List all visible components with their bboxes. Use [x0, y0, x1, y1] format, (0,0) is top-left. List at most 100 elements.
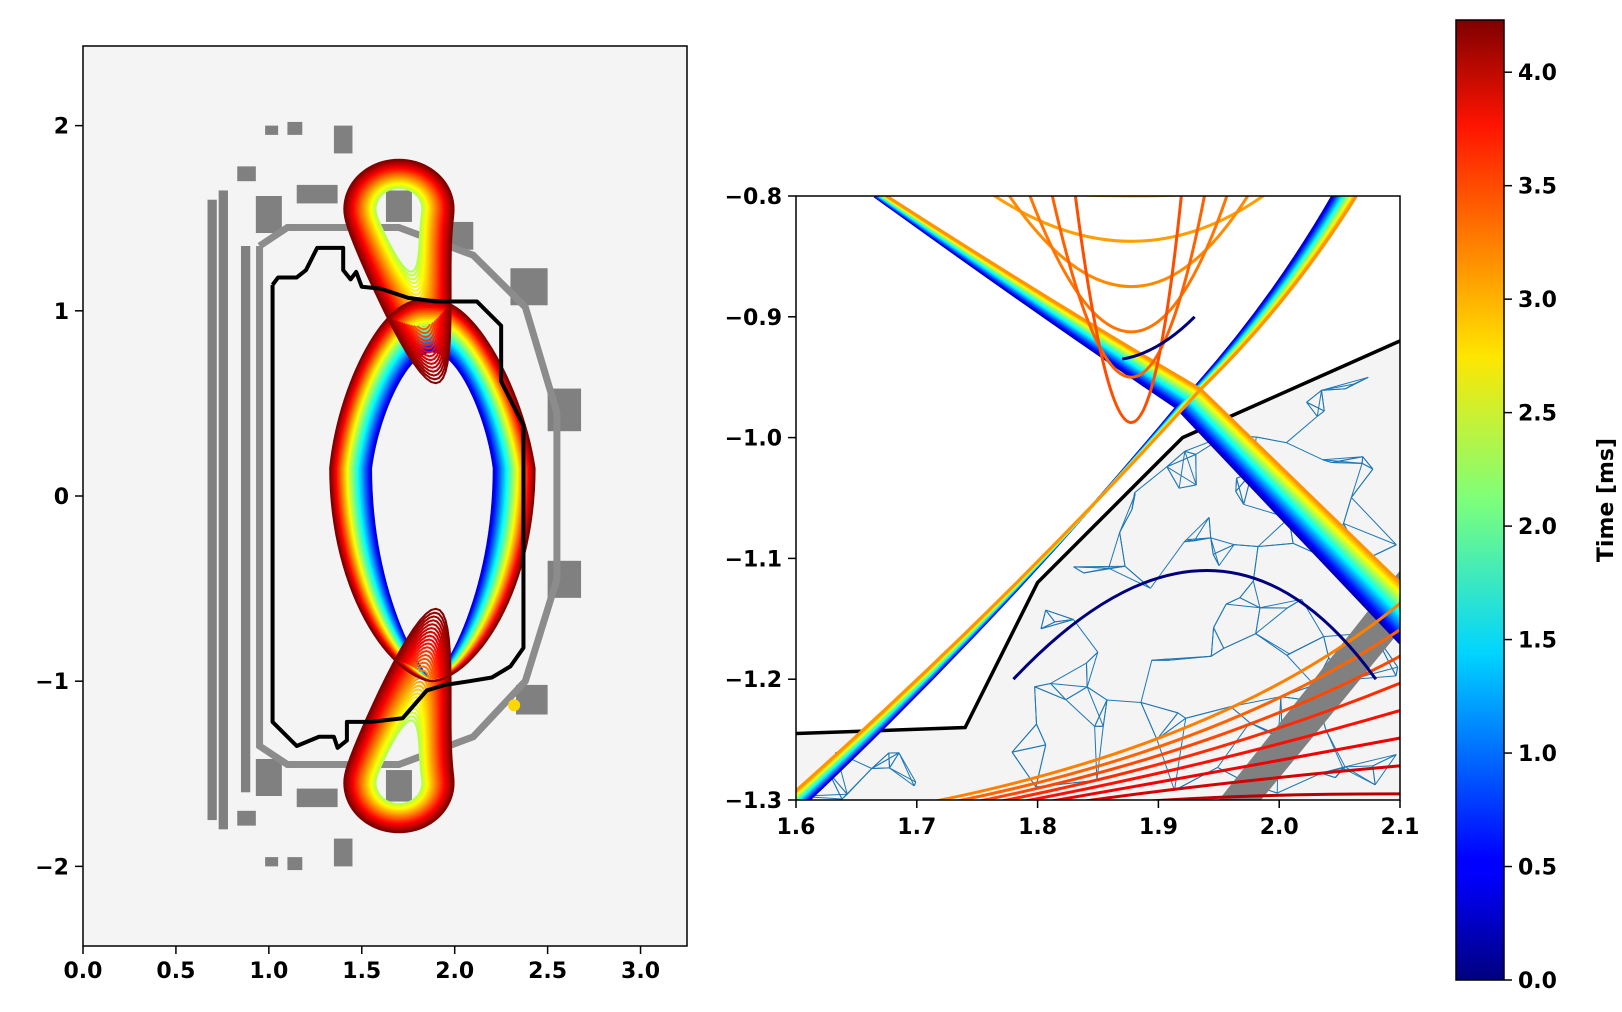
- mesh-edge: [1140, 702, 1158, 740]
- mesh-edge: [1257, 517, 1290, 547]
- mesh-edge: [1306, 389, 1322, 403]
- colorbar-tick-label: 1.5: [1518, 629, 1557, 654]
- coil: [207, 199, 217, 821]
- mesh-edge: [1065, 686, 1088, 701]
- mesh-edge: [846, 768, 873, 795]
- coil: [240, 246, 251, 793]
- coil: [255, 196, 282, 234]
- xpoint-leg: [796, 388, 1202, 793]
- colorbar-ticks: 0.0 0.5 1.0 1.5 2.0 2.5 3.0 3.5 4.0: [1504, 61, 1557, 994]
- mesh-edge: [1011, 751, 1037, 788]
- right-ytick-label: −1.3: [725, 789, 782, 814]
- mesh-edge: [1255, 633, 1288, 656]
- coil: [237, 166, 256, 182]
- right-xtick-label: 1.6: [777, 815, 816, 840]
- mesh-edge: [1210, 627, 1215, 657]
- core-flux-contour: [339, 311, 526, 683]
- mesh-edge: [1040, 618, 1074, 630]
- left-xtick-label: 1.0: [249, 959, 288, 984]
- coil: [255, 758, 282, 796]
- left-xtick-label: 1.5: [342, 959, 381, 984]
- mesh-edge: [1168, 655, 1212, 661]
- right-panel: 1.6 1.7 1.8 1.9 2.0 2.1 −0.8 −0.9 −1.0 −1.1 −1.2 −1…: [725, 185, 1420, 840]
- colorbar-tick-label: 0.0: [1518, 969, 1557, 994]
- mesh-edge: [1225, 597, 1241, 605]
- left-xtick-label: 0.5: [156, 959, 195, 984]
- mesh-edge: [888, 752, 891, 768]
- left-xtick-label: 0.0: [64, 959, 103, 984]
- mesh-edge: [1344, 754, 1397, 768]
- lobe-flux-contour: [343, 607, 455, 834]
- colorbar-label: Time [ms]: [1594, 438, 1619, 562]
- mesh-edge: [1045, 609, 1056, 623]
- mesh-edge: [1140, 701, 1179, 714]
- lower-flux-arc: [1048, 736, 1400, 800]
- coil: [287, 121, 303, 135]
- mesh-edge: [1372, 754, 1397, 767]
- mesh-edge: [871, 752, 900, 769]
- mesh-edge: [841, 793, 848, 800]
- left-xtick-label: 3.0: [621, 959, 660, 984]
- mesh-edge: [1085, 663, 1088, 687]
- coil: [218, 190, 228, 830]
- left-ytick-label: 1: [54, 300, 69, 325]
- mesh-edge: [1050, 662, 1087, 684]
- colorbar-tick-label: 3.5: [1518, 175, 1557, 200]
- mesh-edge: [1073, 566, 1084, 574]
- mesh-edge: [1257, 542, 1294, 548]
- mesh-edge: [1212, 544, 1235, 555]
- mesh-edge: [1034, 686, 1066, 701]
- mesh-edge: [1259, 598, 1302, 609]
- right-xtick-label: 2.1: [1381, 815, 1420, 840]
- colorbar: 0.0 0.5 1.0 1.5 2.0 2.5 3.0 3.5 4.0 Time [ms]: [1455, 19, 1619, 994]
- xpoint-leg: [1190, 395, 1400, 607]
- mesh-edge: [1108, 567, 1151, 589]
- mesh-edge: [1321, 390, 1325, 412]
- left-vessel: [256, 223, 561, 769]
- xpoint-leg: [1192, 393, 1400, 601]
- mesh-edge: [1362, 456, 1374, 470]
- xpoint-leg: [1196, 390, 1400, 593]
- mesh-edge: [1034, 686, 1037, 725]
- mesh-edge: [1050, 682, 1088, 688]
- left-xtick-label: 2.0: [435, 959, 474, 984]
- mesh-edge: [1086, 686, 1104, 727]
- mesh-edge: [1316, 390, 1322, 417]
- right-ytick-label: −1.1: [725, 547, 782, 572]
- xpoint-leg: [1195, 391, 1400, 596]
- mesh-edge: [889, 767, 915, 787]
- mesh-edge: [1166, 453, 1196, 468]
- mesh-edge: [1322, 456, 1363, 461]
- core-flux-contour: [343, 316, 522, 683]
- coil: [333, 125, 353, 154]
- mesh-edge: [1361, 456, 1364, 464]
- mesh-edge: [1252, 546, 1259, 582]
- mesh-edge: [1239, 597, 1261, 609]
- mesh-edge: [1321, 388, 1346, 391]
- left-marker: [508, 699, 521, 712]
- upper-flux-arc: [1007, 196, 1250, 288]
- mesh-edge: [1086, 651, 1099, 664]
- mesh-edge: [1140, 660, 1153, 703]
- mesh-edge: [1134, 466, 1168, 494]
- coil: [265, 125, 279, 135]
- mesh-edge: [1035, 744, 1047, 788]
- left-panel: 0.0 0.5 1.0 1.5 2.0 2.5 3.0 −2 −1 0 1 2: [35, 45, 688, 984]
- mesh-edge: [1361, 462, 1374, 470]
- upper-flux-arc: [1073, 196, 1183, 424]
- marker-point: [508, 699, 521, 712]
- mesh-edge: [1086, 686, 1108, 701]
- mesh-edge: [1255, 607, 1261, 634]
- coil-strip: [1218, 570, 1400, 800]
- mesh-edge: [1210, 537, 1220, 566]
- mesh-edge: [1011, 723, 1037, 753]
- left-ytick-label: −2: [35, 855, 69, 880]
- mesh-edge: [1345, 765, 1373, 768]
- lower-flux-arc: [1081, 764, 1400, 800]
- core-flux-contour: [337, 309, 528, 683]
- mesh-edge: [1343, 497, 1352, 524]
- mesh-edge: [1184, 451, 1197, 486]
- mesh-edge: [1350, 468, 1374, 498]
- left-plot-background: [83, 46, 687, 946]
- xpoint-leg: [1199, 196, 1359, 391]
